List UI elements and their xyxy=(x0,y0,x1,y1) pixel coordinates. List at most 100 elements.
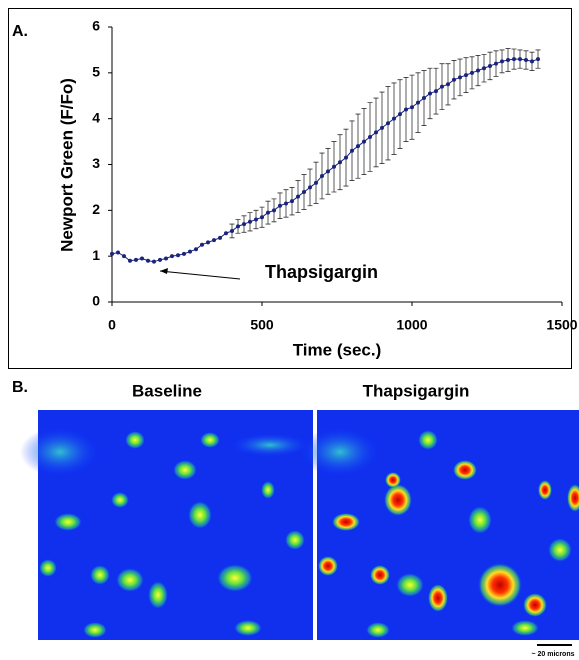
data-point xyxy=(386,121,390,126)
cell xyxy=(39,559,57,577)
data-point xyxy=(434,89,438,94)
cell xyxy=(261,481,275,499)
cell xyxy=(370,565,390,585)
cell xyxy=(366,622,390,638)
data-point xyxy=(314,180,318,185)
data-point xyxy=(338,160,342,165)
data-point xyxy=(200,242,204,247)
image-title: Baseline xyxy=(132,381,202,400)
cell xyxy=(116,568,144,592)
data-point xyxy=(374,130,378,135)
cell xyxy=(567,484,579,512)
cell xyxy=(385,472,401,488)
data-point xyxy=(116,250,120,255)
data-point xyxy=(290,199,294,204)
cell xyxy=(511,620,539,636)
cell xyxy=(300,427,380,477)
data-point xyxy=(242,222,246,227)
data-point xyxy=(272,208,276,213)
cell xyxy=(83,622,107,638)
data-point xyxy=(416,100,420,105)
data-point xyxy=(218,235,222,240)
x-tick-label: 500 xyxy=(250,317,274,333)
cell xyxy=(318,556,338,576)
data-point xyxy=(476,68,480,73)
data-point xyxy=(194,247,198,252)
data-point xyxy=(530,59,534,64)
data-point xyxy=(128,258,132,263)
data-point xyxy=(356,144,360,149)
data-point xyxy=(296,194,300,199)
data-point xyxy=(524,58,528,62)
cell xyxy=(148,581,168,609)
data-point xyxy=(350,148,354,153)
data-point xyxy=(506,58,510,62)
data-point xyxy=(188,249,192,254)
cell xyxy=(428,584,448,612)
data-point xyxy=(170,254,174,259)
data-point xyxy=(152,259,156,264)
data-point xyxy=(446,82,450,87)
data-point xyxy=(500,59,504,64)
data-point xyxy=(470,70,474,75)
scale-bar-label: ~ 20 microns xyxy=(532,651,575,658)
cell xyxy=(188,501,212,529)
data-point xyxy=(254,217,258,222)
cell xyxy=(217,564,253,592)
cell xyxy=(468,506,492,534)
data-point xyxy=(326,169,330,174)
cells xyxy=(20,427,579,638)
cell xyxy=(548,538,572,562)
data-point xyxy=(452,77,456,82)
cell xyxy=(234,620,262,636)
cell xyxy=(230,433,310,457)
cell xyxy=(332,513,360,531)
x-tick-label: 1000 xyxy=(396,317,427,333)
data-point xyxy=(458,75,462,80)
y-tick-label: 0 xyxy=(92,293,100,309)
annotation: Thapsigargin xyxy=(265,262,378,282)
cell xyxy=(90,565,110,585)
data-point xyxy=(236,224,240,229)
data-point xyxy=(260,215,264,220)
data-point xyxy=(332,164,336,169)
cell xyxy=(200,432,220,448)
data-point xyxy=(536,57,540,62)
cell xyxy=(396,573,424,597)
panel-label: A. xyxy=(12,23,28,40)
data-point xyxy=(368,135,372,139)
data-point xyxy=(518,57,522,62)
cell xyxy=(173,460,197,480)
data-point xyxy=(488,63,492,68)
cell xyxy=(20,427,100,477)
annotation-arrow xyxy=(159,270,241,280)
cell xyxy=(538,480,552,500)
y-tick-label: 2 xyxy=(92,201,100,217)
data-point xyxy=(494,61,498,66)
data-point xyxy=(266,210,270,215)
y-tick-label: 6 xyxy=(92,18,100,34)
data-point xyxy=(482,66,486,71)
y-tick-label: 5 xyxy=(92,64,100,80)
data-point xyxy=(122,254,126,259)
data-point xyxy=(182,251,186,256)
data-point xyxy=(110,251,114,256)
data-point xyxy=(410,105,414,110)
panel-frame xyxy=(8,8,572,369)
data-point xyxy=(206,240,210,245)
data-point xyxy=(230,228,234,233)
y-tick-label: 4 xyxy=(92,109,100,125)
cell xyxy=(111,492,129,508)
data-point xyxy=(134,257,138,262)
data-point xyxy=(176,253,180,258)
x-axis-title: Time (sec.) xyxy=(293,340,382,359)
data-point xyxy=(440,84,444,89)
data-point xyxy=(164,256,168,261)
data-point xyxy=(404,107,408,112)
y-tick-label: 3 xyxy=(92,155,100,171)
data-point xyxy=(344,155,348,160)
arrow-head xyxy=(160,268,168,274)
data-point xyxy=(158,257,162,262)
data-point xyxy=(428,91,432,96)
y-tick-label: 1 xyxy=(92,247,100,263)
